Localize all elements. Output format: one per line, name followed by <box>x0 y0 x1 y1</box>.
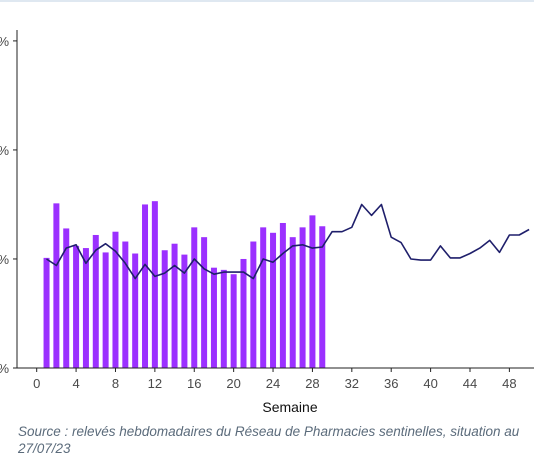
x-tick-label-24: 24 <box>266 376 280 391</box>
x-tick-label-28: 28 <box>305 376 319 391</box>
bar-week-21 <box>240 258 247 368</box>
bar-week-8 <box>112 231 119 368</box>
bar-week-17 <box>201 237 208 368</box>
bar-week-23 <box>260 227 267 368</box>
bar-week-20 <box>230 274 237 368</box>
axes <box>13 30 534 372</box>
y-tick-labels: %%%% <box>0 34 9 376</box>
y-tick-label-3: % <box>0 34 9 49</box>
y-tick-label-0: % <box>0 361 9 376</box>
x-tick-label-16: 16 <box>187 376 201 391</box>
x-tick-label-20: 20 <box>226 376 240 391</box>
source-note: Source : relevés hebdomadaires du Réseau… <box>18 424 520 456</box>
bar-week-10 <box>132 253 139 368</box>
x-tick-label-12: 12 <box>148 376 162 391</box>
x-tick-label-32: 32 <box>345 376 359 391</box>
bar-week-6 <box>92 234 99 368</box>
bar-week-12 <box>151 201 158 368</box>
bar-week-26 <box>289 237 296 368</box>
y-tick-label-2: % <box>0 143 9 158</box>
bar-week-29 <box>319 226 326 368</box>
x-tick-label-44: 44 <box>463 376 477 391</box>
bar-week-24 <box>270 232 277 368</box>
x-axis-title: Semaine <box>262 399 317 415</box>
x-tick-label-40: 40 <box>423 376 437 391</box>
trend-line <box>46 203 530 280</box>
bar-week-1 <box>43 257 50 368</box>
bar-week-22 <box>250 241 257 368</box>
bar-week-16 <box>191 227 198 368</box>
x-tick-label-0: 0 <box>33 376 40 391</box>
bar-week-9 <box>122 241 129 368</box>
bars <box>43 201 326 368</box>
bar-week-19 <box>220 269 227 368</box>
y-tick-label-1: % <box>0 252 9 267</box>
trend-line-layer <box>46 203 530 280</box>
top-border <box>0 0 534 2</box>
bar-week-25 <box>279 222 286 368</box>
x-tick-label-48: 48 <box>502 376 516 391</box>
bar-week-28 <box>309 215 316 368</box>
bar-week-13 <box>161 250 168 368</box>
bar-week-11 <box>142 204 149 368</box>
x-tick-labels: 0 4 8 12 16 20 24 28 32 36 40 44 48 <box>33 376 517 391</box>
x-tick-label-8: 8 <box>112 376 119 391</box>
bar-week-5 <box>82 248 89 368</box>
bar-week-27 <box>299 227 306 368</box>
bar-week-14 <box>171 243 178 368</box>
x-tick-label-36: 36 <box>384 376 398 391</box>
x-tick-label-4: 4 <box>72 376 79 391</box>
bar-week-2 <box>53 203 60 368</box>
bar-week-15 <box>181 254 188 368</box>
bar-week-4 <box>73 245 80 368</box>
bar-week-7 <box>102 252 109 368</box>
bar-week-3 <box>63 228 70 368</box>
bar-week-18 <box>210 267 217 368</box>
